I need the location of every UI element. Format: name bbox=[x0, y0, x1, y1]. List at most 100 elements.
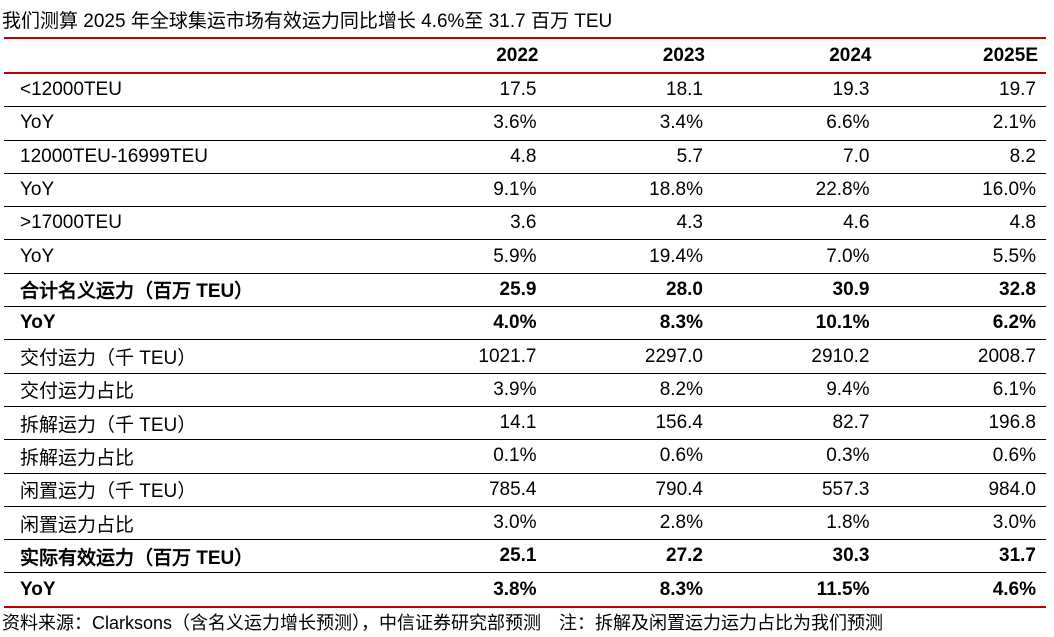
cell-value: 17.5 bbox=[380, 73, 547, 108]
table-row: 交付运力（千 TEU） 1021.7 2297.0 2910.2 2008.7 bbox=[4, 339, 1046, 374]
cell-value: 0.6% bbox=[546, 439, 713, 474]
table-row: YoY 3.6% 3.4% 6.6% 2.1% bbox=[4, 106, 1046, 141]
row-label: >17000TEU bbox=[4, 206, 380, 241]
cell-value: 6.6% bbox=[713, 106, 880, 141]
cell-value: 9.1% bbox=[380, 173, 547, 208]
row-label: 实际有效运力（百万 TEU） bbox=[4, 539, 380, 574]
cell-value: 32.8 bbox=[879, 273, 1046, 308]
cell-value: 4.6% bbox=[879, 572, 1046, 608]
cell-value: 18.1 bbox=[546, 73, 713, 108]
table-row: 拆解运力（千 TEU） 14.1 156.4 82.7 196.8 bbox=[4, 406, 1046, 441]
cell-value: 25.9 bbox=[380, 273, 547, 308]
row-label: <12000TEU bbox=[4, 73, 380, 108]
source-note: 资料来源：Clarksons（含名义运力增长预测），中信证券研究部预测 注：拆解… bbox=[2, 613, 884, 633]
row-label: 交付运力（千 TEU） bbox=[4, 339, 380, 374]
table-row: YoY 5.9% 19.4% 7.0% 5.5% bbox=[4, 239, 1046, 274]
cell-value: 2910.2 bbox=[713, 339, 880, 374]
cell-value: 2008.7 bbox=[879, 339, 1046, 374]
cell-value: 3.0% bbox=[380, 506, 547, 541]
row-label: YoY bbox=[4, 239, 380, 274]
cell-value: 4.0% bbox=[380, 306, 547, 341]
column-header: 2025E bbox=[879, 37, 1046, 74]
cell-value: 557.3 bbox=[713, 473, 880, 507]
cell-value: 3.4% bbox=[546, 106, 713, 141]
cell-value: 6.1% bbox=[879, 373, 1046, 407]
cell-value: 5.7 bbox=[546, 140, 713, 174]
cell-value: 5.5% bbox=[879, 239, 1046, 274]
cell-value: 1021.7 bbox=[380, 339, 547, 374]
cell-value: 7.0% bbox=[713, 239, 880, 274]
table-row: YoY 4.0% 8.3% 10.1% 6.2% bbox=[4, 306, 1046, 341]
cell-value: 7.0 bbox=[713, 140, 880, 174]
cell-value: 3.8% bbox=[380, 572, 547, 608]
row-label: 拆解运力（千 TEU） bbox=[4, 406, 380, 441]
table-row: YoY 3.8% 8.3% 11.5% 4.6% bbox=[4, 572, 1046, 608]
cell-value: 4.6 bbox=[713, 206, 880, 241]
table-row: 合计名义运力（百万 TEU） 25.9 28.0 30.9 32.8 bbox=[4, 273, 1046, 308]
cell-value: 19.7 bbox=[879, 73, 1046, 108]
cell-value: 3.6 bbox=[380, 206, 547, 241]
cell-value: 2297.0 bbox=[546, 339, 713, 374]
table-row: 闲置运力占比 3.0% 2.8% 1.8% 3.0% bbox=[4, 506, 1046, 541]
column-header: 2024 bbox=[713, 37, 880, 74]
cell-value: 9.4% bbox=[713, 373, 880, 407]
cell-value: 984.0 bbox=[879, 473, 1046, 507]
table-row: 闲置运力（千 TEU） 785.4 790.4 557.3 984.0 bbox=[4, 473, 1046, 507]
cell-value: 5.9% bbox=[380, 239, 547, 274]
table-row: YoY 9.1% 18.8% 22.8% 16.0% bbox=[4, 173, 1046, 208]
cell-value: 785.4 bbox=[380, 473, 547, 507]
cell-value: 30.3 bbox=[713, 539, 880, 574]
table-title: 我们测算 2025 年全球集运市场有效运力同比增长 4.6%至 31.7 百万 … bbox=[2, 11, 613, 32]
cell-value: 19.3 bbox=[713, 73, 880, 108]
table-row: >17000TEU 3.6 4.3 4.6 4.8 bbox=[4, 206, 1046, 241]
cell-value: 2.1% bbox=[879, 106, 1046, 141]
capacity-table: 2022 2023 2024 2025E <12000TEU 17.5 18.1 19.3 1… bbox=[4, 37, 1046, 608]
cell-value: 18.8% bbox=[546, 173, 713, 208]
column-header: 2022 bbox=[380, 37, 547, 74]
column-header bbox=[4, 37, 380, 74]
row-label: YoY bbox=[4, 173, 380, 208]
row-label: YoY bbox=[4, 106, 380, 141]
cell-value: 4.3 bbox=[546, 206, 713, 241]
cell-value: 8.2% bbox=[546, 373, 713, 407]
cell-value: 22.8% bbox=[713, 173, 880, 208]
cell-value: 27.2 bbox=[546, 539, 713, 574]
cell-value: 4.8 bbox=[380, 140, 547, 174]
cell-value: 10.1% bbox=[713, 306, 880, 341]
row-label: 闲置运力（千 TEU） bbox=[4, 473, 380, 507]
row-label: YoY bbox=[4, 306, 380, 341]
cell-value: 3.0% bbox=[879, 506, 1046, 541]
cell-value: 790.4 bbox=[546, 473, 713, 507]
table-row: 拆解运力占比 0.1% 0.6% 0.3% 0.6% bbox=[4, 439, 1046, 474]
cell-value: 82.7 bbox=[713, 406, 880, 441]
table-row: 实际有效运力（百万 TEU） 25.1 27.2 30.3 31.7 bbox=[4, 539, 1046, 574]
header-row: 2022 2023 2024 2025E bbox=[4, 37, 1046, 74]
row-label: 闲置运力占比 bbox=[4, 506, 380, 541]
row-label: YoY bbox=[4, 572, 380, 608]
table-row: <12000TEU 17.5 18.1 19.3 19.7 bbox=[4, 73, 1046, 108]
cell-value: 16.0% bbox=[879, 173, 1046, 208]
row-label: 拆解运力占比 bbox=[4, 439, 380, 474]
cell-value: 8.3% bbox=[546, 572, 713, 608]
cell-value: 8.3% bbox=[546, 306, 713, 341]
cell-value: 30.9 bbox=[713, 273, 880, 308]
row-label: 合计名义运力（百万 TEU） bbox=[4, 273, 380, 308]
row-label: 12000TEU-16999TEU bbox=[4, 140, 380, 174]
cell-value: 3.6% bbox=[380, 106, 547, 141]
cell-value: 14.1 bbox=[380, 406, 547, 441]
cell-value: 1.8% bbox=[713, 506, 880, 541]
cell-value: 8.2 bbox=[879, 140, 1046, 174]
cell-value: 28.0 bbox=[546, 273, 713, 308]
column-header: 2023 bbox=[546, 37, 713, 74]
table-row: 12000TEU-16999TEU 4.8 5.7 7.0 8.2 bbox=[4, 140, 1046, 174]
cell-value: 3.9% bbox=[380, 373, 547, 407]
cell-value: 31.7 bbox=[879, 539, 1046, 574]
cell-value: 2.8% bbox=[546, 506, 713, 541]
cell-value: 19.4% bbox=[546, 239, 713, 274]
cell-value: 6.2% bbox=[879, 306, 1046, 341]
cell-value: 196.8 bbox=[879, 406, 1046, 441]
cell-value: 11.5% bbox=[713, 572, 880, 608]
cell-value: 4.8 bbox=[879, 206, 1046, 241]
cell-value: 0.1% bbox=[380, 439, 547, 474]
row-label: 交付运力占比 bbox=[4, 373, 380, 407]
